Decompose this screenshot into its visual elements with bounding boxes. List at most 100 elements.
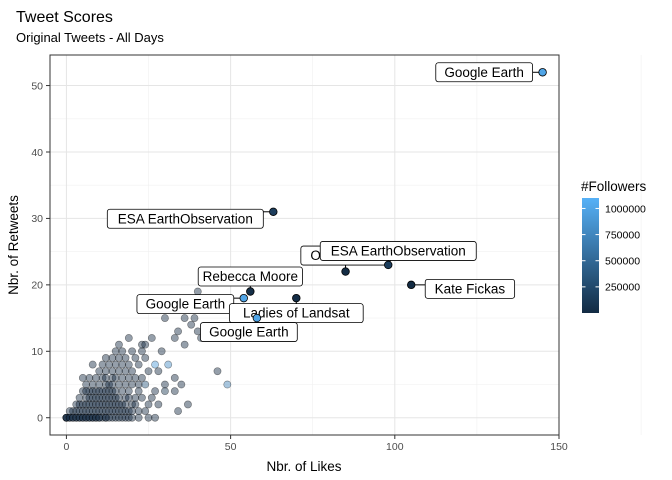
data-point (88, 380, 97, 389)
data-point (124, 373, 133, 382)
point-label: Ladies of Landsat (243, 306, 350, 321)
data-point (62, 413, 71, 422)
data-point (131, 400, 140, 409)
data-point (134, 380, 143, 389)
data-point (134, 387, 143, 396)
data-point (92, 407, 100, 415)
data-point (121, 400, 130, 409)
data-point (134, 407, 143, 415)
data-point (111, 387, 120, 396)
data-point (82, 413, 91, 422)
data-point (95, 393, 104, 402)
labeled-point (538, 68, 547, 77)
data-point (105, 380, 114, 389)
point-label: Google Earth (146, 297, 226, 312)
data-point (72, 400, 81, 409)
data-point (101, 373, 110, 382)
label-box (319, 241, 477, 261)
data-point (98, 373, 107, 382)
data-point (95, 413, 104, 422)
labeled-point (239, 293, 248, 303)
data-point (118, 413, 127, 422)
data-point (65, 413, 74, 422)
y-tick-label: 0 (37, 413, 43, 425)
data-point (170, 334, 179, 342)
data-point (138, 347, 146, 356)
data-point (124, 334, 133, 342)
data-point (75, 393, 84, 402)
y-tick-label: 50 (31, 80, 43, 92)
data-point (72, 407, 81, 415)
data-point (128, 413, 136, 422)
data-point (108, 393, 117, 402)
data-point (88, 407, 97, 415)
data-point (95, 380, 104, 389)
data-point (88, 360, 97, 369)
data-point (131, 354, 140, 362)
data-point (124, 407, 133, 415)
data-point (177, 380, 186, 389)
point-label: Google Earth (444, 65, 524, 80)
data-point (82, 393, 91, 402)
data-point (95, 387, 104, 396)
data-point (88, 393, 97, 402)
data-point (144, 400, 153, 409)
point-label: ESA EarthObservation (331, 243, 466, 258)
data-point (154, 367, 163, 376)
legend-ticks: 250000 500000 750000 1000000 (582, 203, 646, 294)
data-point (154, 400, 163, 409)
chart-subtitle: Original Tweets - All Days (16, 30, 164, 45)
data-point (141, 354, 150, 362)
data-point (75, 400, 84, 409)
y-tick-label: 30 (31, 213, 43, 225)
data-point (138, 393, 146, 402)
data-point (78, 387, 87, 396)
point-label: Rebecca Moore (203, 269, 298, 284)
data-point (92, 413, 100, 422)
data-point (141, 407, 150, 415)
data-point (138, 340, 146, 349)
data-point (95, 367, 104, 376)
data-point (141, 340, 150, 349)
data-point (174, 407, 182, 415)
data-point (108, 413, 117, 422)
x-tick-label: 50 (225, 441, 237, 453)
point-label: Google Earth (209, 325, 289, 340)
labeled-point (384, 260, 393, 270)
data-point (108, 387, 117, 396)
data-point (118, 347, 127, 356)
data-point (111, 400, 120, 409)
data-point (82, 400, 91, 409)
y-tick-label: 20 (31, 280, 43, 292)
data-point (180, 340, 189, 349)
data-point (69, 407, 77, 415)
data-point (115, 367, 123, 376)
data-point (92, 413, 100, 422)
x-tick-label: 100 (386, 441, 404, 453)
data-point (69, 413, 77, 422)
data-point (115, 354, 123, 362)
data-point (108, 407, 117, 415)
data-point (75, 407, 84, 415)
data-point (128, 347, 136, 356)
data-point (85, 407, 94, 415)
data-point (213, 367, 222, 376)
data-point (108, 373, 117, 382)
data-point (85, 413, 94, 422)
data-point (190, 314, 199, 322)
data-point (124, 360, 133, 369)
labeled-point (269, 207, 278, 216)
data-point (134, 360, 143, 369)
data-point (184, 400, 192, 409)
data-point (170, 373, 179, 382)
data-point (92, 400, 100, 409)
data-point (111, 393, 120, 402)
data-point (95, 413, 104, 422)
grid-lines (50, 55, 642, 435)
data-point (180, 314, 189, 322)
data-point (75, 413, 84, 422)
data-point (118, 373, 127, 382)
data-point (105, 387, 114, 396)
data-point (98, 400, 107, 409)
data-point (124, 413, 133, 422)
